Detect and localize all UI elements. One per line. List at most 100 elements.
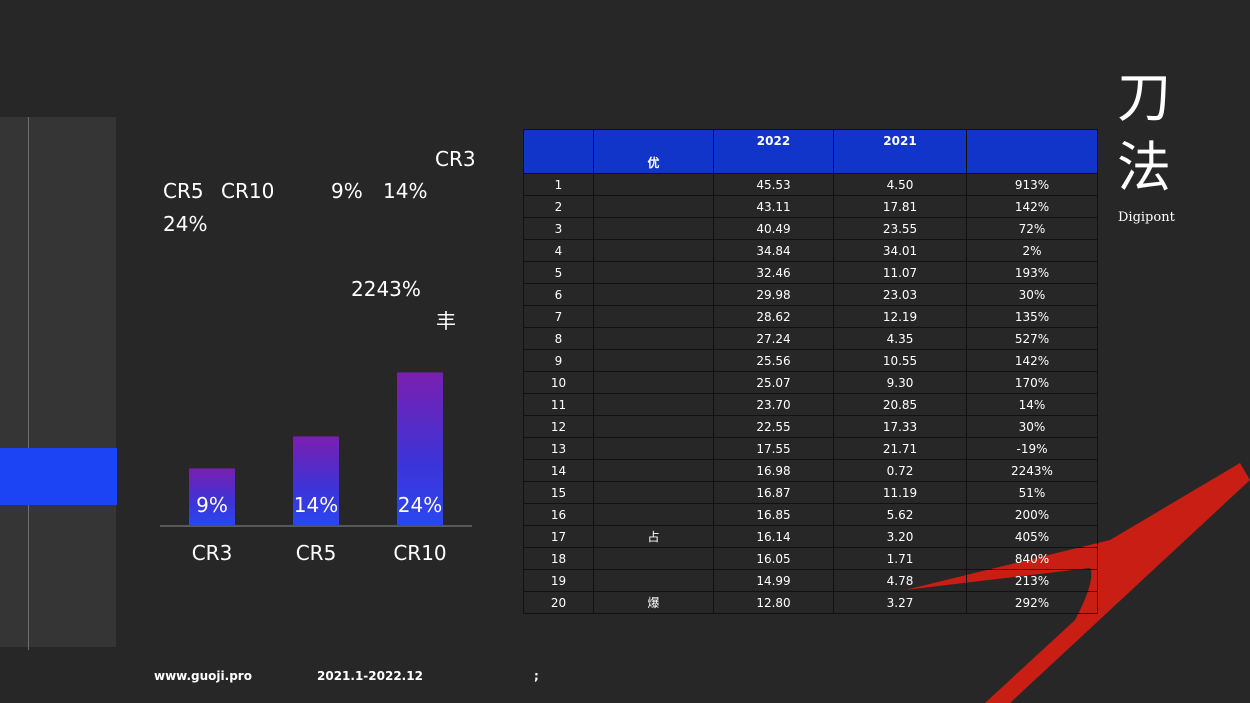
cell-rank: 19: [523, 569, 594, 592]
cell-name: [593, 349, 714, 372]
cell-name: [593, 195, 714, 218]
header-growth: [966, 129, 1098, 174]
logo-char-1: 刀: [1117, 66, 1171, 129]
cell-2022: 45.53: [713, 173, 834, 196]
text-14pct: 14%: [383, 179, 428, 203]
cell-2021: 23.03: [833, 283, 967, 306]
cell-rank: 12: [523, 415, 594, 438]
cell-2021: 34.01: [833, 239, 967, 262]
cell-2022: 16.14: [713, 525, 834, 548]
cell-2022: 25.56: [713, 349, 834, 372]
cell-2021: 1.71: [833, 547, 967, 570]
table-row: 6 29.98 23.03 30%: [523, 283, 1098, 306]
cell-2021: 11.19: [833, 481, 967, 504]
table-row: 11 23.70 20.85 14%: [523, 393, 1098, 416]
ranking-table: 优 2022 2021 1 45.53 4.50 913% 2 43.11 17.81 142…: [523, 129, 1098, 614]
table-row: 10 25.07 9.30 170%: [523, 371, 1098, 394]
cell-name: [593, 239, 714, 262]
text-cr3: CR3: [435, 147, 476, 171]
cell-growth: 527%: [966, 327, 1098, 350]
table-row: 8 27.24 4.35 527%: [523, 327, 1098, 350]
header-rank: [523, 129, 594, 174]
cell-growth: 142%: [966, 195, 1098, 218]
x-tick-label: CR3: [192, 541, 233, 565]
cell-rank: 20: [523, 591, 594, 614]
cell-2022: 17.55: [713, 437, 834, 460]
text-9pct: 9%: [331, 179, 363, 203]
table-row: 20 爆 12.80 3.27 292%: [523, 591, 1098, 614]
cell-2021: 17.81: [833, 195, 967, 218]
left-decor-line: [28, 117, 29, 650]
cell-rank: 1: [523, 173, 594, 196]
table-row: 15 16.87 11.19 51%: [523, 481, 1098, 504]
text-cr5: CR5: [163, 179, 204, 203]
cell-growth: 170%: [966, 371, 1098, 394]
cell-name: [593, 371, 714, 394]
footer-period: 2021.1-2022.12: [317, 669, 423, 683]
cell-name: [593, 547, 714, 570]
cell-growth: 30%: [966, 283, 1098, 306]
cell-2021: 23.55: [833, 217, 967, 240]
table-row: 18 16.05 1.71 840%: [523, 547, 1098, 570]
cell-2021: 12.19: [833, 305, 967, 328]
cell-2022: 29.98: [713, 283, 834, 306]
cell-2022: 34.84: [713, 239, 834, 262]
cell-2022: 40.49: [713, 217, 834, 240]
cell-growth: 193%: [966, 261, 1098, 284]
cell-growth: 292%: [966, 591, 1098, 614]
table-row: 13 17.55 21.71 -19%: [523, 437, 1098, 460]
cell-name: [593, 217, 714, 240]
cell-rank: 18: [523, 547, 594, 570]
cell-2022: 22.55: [713, 415, 834, 438]
cell-2022: 43.11: [713, 195, 834, 218]
cell-growth: 135%: [966, 305, 1098, 328]
cell-2021: 0.72: [833, 459, 967, 482]
cell-2021: 11.07: [833, 261, 967, 284]
cell-name: [593, 481, 714, 504]
cell-rank: 4: [523, 239, 594, 262]
cell-name: [593, 327, 714, 350]
text-cr10: CR10: [221, 179, 275, 203]
cell-2021: 3.20: [833, 525, 967, 548]
cell-rank: 6: [523, 283, 594, 306]
left-accent-block: [0, 448, 117, 505]
header-2022: 2022: [713, 129, 834, 174]
cell-2022: 16.87: [713, 481, 834, 504]
left-decor-panel: [0, 117, 116, 647]
cell-growth: 200%: [966, 503, 1098, 526]
cell-rank: 11: [523, 393, 594, 416]
cell-2021: 17.33: [833, 415, 967, 438]
cell-2021: 4.35: [833, 327, 967, 350]
cell-name: 占: [593, 525, 714, 548]
cell-2021: 10.55: [833, 349, 967, 372]
table-row: 7 28.62 12.19 135%: [523, 305, 1098, 328]
cell-2022: 14.99: [713, 569, 834, 592]
cell-rank: 13: [523, 437, 594, 460]
cell-rank: 17: [523, 525, 594, 548]
logo-char-2: 法: [1117, 136, 1171, 199]
bar-value-label: 9%: [196, 493, 228, 517]
table-header-row: 优 2022 2021: [523, 129, 1098, 174]
cell-2021: 9.30: [833, 371, 967, 394]
cell-rank: 2: [523, 195, 594, 218]
cell-name: [593, 503, 714, 526]
cell-growth: 2%: [966, 239, 1098, 262]
cell-growth: 405%: [966, 525, 1098, 548]
cell-growth: 72%: [966, 217, 1098, 240]
cell-name: [593, 305, 714, 328]
cell-2021: 4.78: [833, 569, 967, 592]
cell-2022: 16.85: [713, 503, 834, 526]
x-tick-label: CR5: [296, 541, 337, 565]
cell-name: [593, 437, 714, 460]
bar-cr5: [293, 436, 339, 526]
cell-2021: 5.62: [833, 503, 967, 526]
cell-2021: 20.85: [833, 393, 967, 416]
footer-punct: ;: [534, 669, 539, 683]
cell-2022: 16.98: [713, 459, 834, 482]
cell-growth: -19%: [966, 437, 1098, 460]
text-glyph: 丰: [436, 309, 456, 333]
cell-rank: 3: [523, 217, 594, 240]
table-row: 2 43.11 17.81 142%: [523, 195, 1098, 218]
cell-growth: 213%: [966, 569, 1098, 592]
